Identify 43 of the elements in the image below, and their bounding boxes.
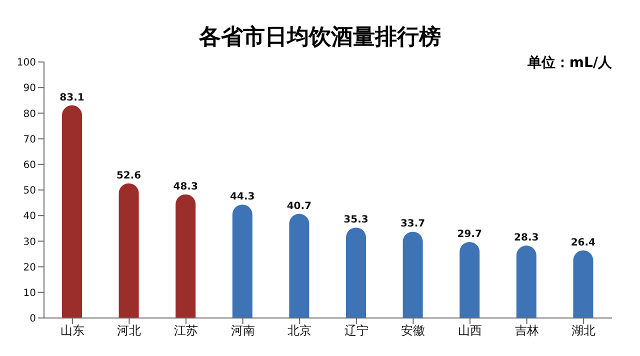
- data-label: 83.1: [60, 92, 84, 104]
- y-tick-label: 90: [23, 83, 36, 94]
- y-tick-label: 70: [23, 134, 36, 146]
- x-tick-label: 安徽: [401, 324, 426, 338]
- x-tick-label: 湖北: [572, 324, 596, 338]
- data-label: 40.7: [286, 200, 312, 212]
- data-label: 26.4: [570, 237, 596, 248]
- bar: [289, 214, 310, 318]
- y-tick-label: 50: [23, 186, 36, 197]
- data-label: 28.3: [514, 232, 539, 244]
- y-tick-label: 0: [30, 314, 36, 325]
- bar: [516, 246, 536, 318]
- data-label: 48.3: [173, 181, 198, 192]
- annotation: 单位：mL/人: [527, 54, 612, 72]
- x-tick-label: 山东: [60, 324, 84, 338]
- y-tick-label: 80: [23, 108, 36, 120]
- x-tick-label: 吉林: [514, 324, 539, 338]
- bar: [118, 183, 139, 318]
- bar: [232, 204, 252, 318]
- bar: [346, 228, 366, 318]
- x-tick-label: 江苏: [174, 324, 198, 338]
- data-label: 44.3: [230, 192, 255, 203]
- y-tick-label: 10: [23, 288, 36, 299]
- x-tick-label: 北京: [288, 324, 312, 338]
- data-label: 29.7: [457, 228, 482, 240]
- data-label: 52.6: [116, 170, 142, 182]
- bar: [176, 194, 196, 318]
- data-label: 35.3: [344, 214, 368, 226]
- y-tick-label: 100: [16, 58, 36, 69]
- bar: [460, 242, 480, 318]
- x-tick-label: 山西: [458, 324, 482, 338]
- y-tick-label: 30: [23, 236, 36, 248]
- bar: [402, 232, 423, 318]
- x-tick-label: 辽宁: [344, 324, 368, 338]
- x-tick-label: 河北: [117, 324, 142, 338]
- bar: [573, 250, 594, 318]
- y-tick-label: 60: [23, 160, 36, 171]
- data-label: 33.7: [400, 218, 426, 230]
- chart-title: 各省市日均饮酒量排行榜: [198, 24, 442, 52]
- bar: [62, 105, 82, 318]
- y-tick-label: 20: [23, 262, 36, 274]
- y-tick-label: 40: [23, 211, 36, 222]
- x-tick-label: 河南: [230, 324, 255, 338]
